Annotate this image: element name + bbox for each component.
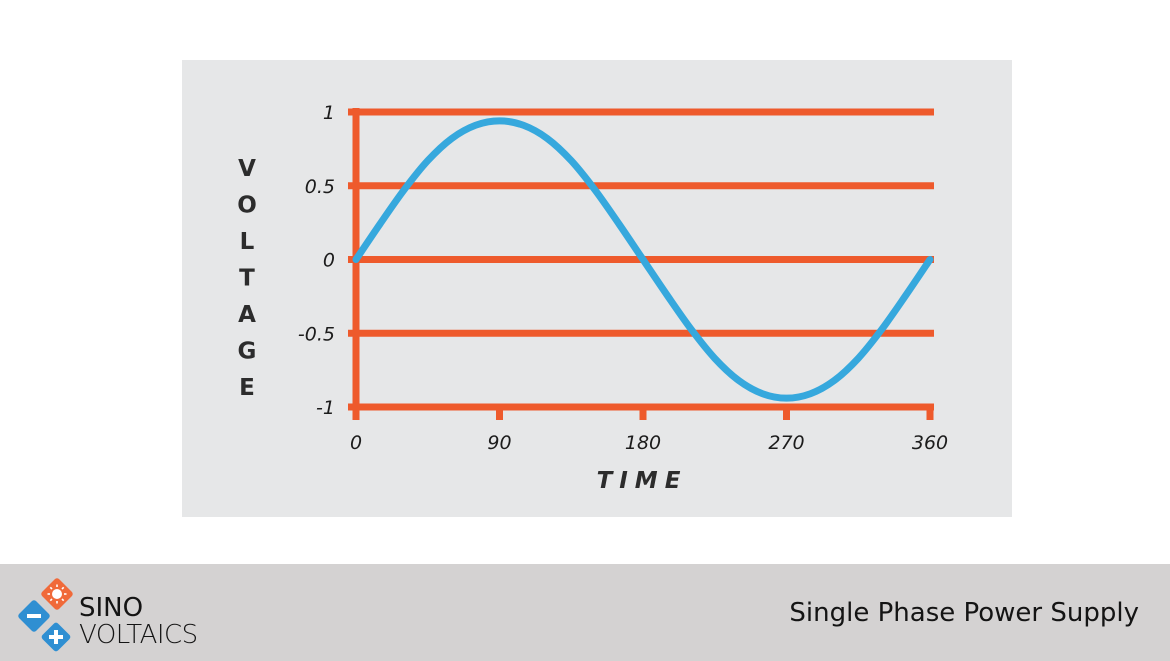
plus-icon (41, 622, 71, 652)
x-axis-label: TIME (597, 468, 688, 494)
sun-icon (41, 578, 73, 610)
x-tick-label-1: 90 (487, 432, 511, 454)
y-tick-label-0: 1 (323, 102, 335, 124)
y-axis-label-letter-0: V (238, 156, 256, 182)
y-axis-label-letter-5: G (238, 339, 257, 365)
series-line-0 (352, 117, 934, 402)
sinovoltaics-logo[interactable]: SINO VOLTAICS (16, 574, 236, 654)
x-tick-label-2: 180 (625, 432, 661, 454)
y-axis-label-letter-3: T (239, 266, 255, 292)
minus-icon (18, 600, 50, 632)
y-axis-label-letter-4: A (238, 302, 256, 328)
y-tick-label-3: -0.5 (298, 323, 335, 345)
curve-layer (352, 117, 934, 402)
y-tick-label-4: -1 (316, 397, 335, 419)
logo-mark (18, 578, 73, 652)
footer-title: Single Phase Power Supply (789, 598, 1139, 628)
y-axis-label-letter-6: E (239, 375, 255, 401)
chart-panel: 1 0.5 0 -0.5 -1 0 90 180 270 360 V O L T A G E TIME (182, 60, 1012, 517)
logo-text-voltaics: VOLTAICS (79, 620, 198, 650)
footer: SINO VOLTAICS Single Phase Power Supply (0, 564, 1170, 661)
x-tick-label-4: 360 (912, 432, 948, 454)
y-tick-label-2: 0 (323, 250, 335, 272)
x-tick-label-3: 270 (768, 432, 804, 454)
y-axis-label-letter-2: L (240, 229, 255, 255)
x-tick-label-0: 0 (350, 432, 362, 454)
y-tick-label-1: 0.5 (305, 176, 335, 198)
logo-text-sino: SINO (79, 593, 144, 623)
y-axis-label-letter-1: O (237, 193, 257, 219)
